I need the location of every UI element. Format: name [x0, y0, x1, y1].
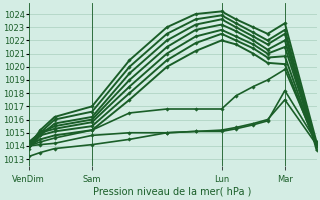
X-axis label: Pression niveau de la mer( hPa ): Pression niveau de la mer( hPa ) — [93, 187, 252, 197]
